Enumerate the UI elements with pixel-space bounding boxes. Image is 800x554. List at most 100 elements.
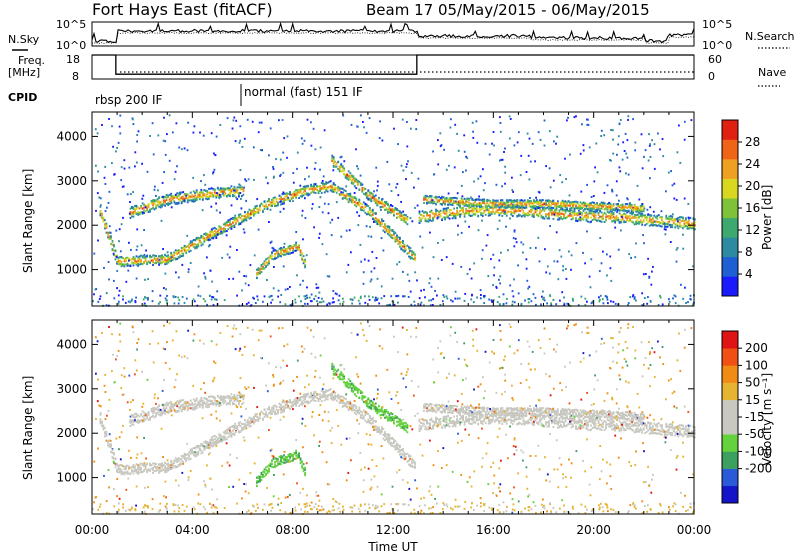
power-cell bbox=[435, 203, 437, 206]
power-cell bbox=[620, 229, 622, 232]
velocity-cell bbox=[119, 467, 121, 470]
power-cell bbox=[135, 213, 138, 215]
power-cell bbox=[111, 240, 114, 243]
power-cell bbox=[648, 218, 651, 220]
power-cell bbox=[332, 190, 335, 193]
power-cell bbox=[273, 266, 275, 268]
power-cell bbox=[186, 249, 189, 252]
power-cell bbox=[358, 204, 361, 207]
power-cell bbox=[110, 235, 112, 238]
power-cell bbox=[582, 216, 585, 219]
power-cell bbox=[167, 257, 170, 260]
power-cell bbox=[399, 241, 401, 244]
power-cell bbox=[556, 260, 559, 263]
velocity-cell bbox=[174, 466, 177, 469]
power-cell bbox=[103, 176, 106, 179]
power-cell bbox=[143, 303, 146, 306]
power-cell bbox=[483, 211, 486, 214]
power-cell bbox=[564, 209, 567, 212]
power-cell bbox=[141, 162, 143, 165]
power-cell bbox=[119, 114, 122, 117]
power-cell bbox=[197, 195, 200, 198]
power-cell bbox=[104, 219, 106, 222]
power-cell bbox=[192, 243, 195, 246]
power-cell bbox=[253, 207, 255, 210]
power-cell bbox=[180, 247, 183, 249]
power-cell bbox=[370, 211, 373, 213]
power-cell bbox=[373, 197, 376, 200]
power-cell bbox=[480, 208, 483, 211]
power-cell bbox=[193, 300, 196, 303]
power-cell bbox=[360, 260, 363, 263]
power-cell bbox=[456, 297, 459, 300]
power-cell bbox=[578, 213, 580, 216]
power-cell bbox=[559, 174, 562, 177]
power-cell bbox=[306, 302, 309, 305]
power-cell bbox=[113, 244, 115, 247]
power-cell bbox=[502, 304, 505, 307]
power-cell bbox=[257, 211, 260, 214]
power-cell bbox=[650, 221, 653, 224]
power-cell bbox=[272, 166, 274, 168]
power-cell bbox=[634, 141, 637, 144]
power-cell bbox=[439, 209, 442, 212]
power-cell bbox=[451, 202, 454, 205]
power-cell bbox=[292, 195, 294, 198]
power-cell bbox=[437, 163, 440, 166]
power-cell bbox=[203, 189, 206, 192]
velocity-cell bbox=[152, 468, 154, 471]
power-cell bbox=[298, 246, 300, 249]
power-cell bbox=[346, 197, 349, 200]
power-cell bbox=[501, 158, 504, 161]
power-cell bbox=[546, 217, 549, 220]
power-cell bbox=[558, 217, 561, 219]
power-cell bbox=[579, 208, 582, 210]
power-cell bbox=[266, 264, 269, 267]
power-cell bbox=[171, 131, 174, 134]
power-cell bbox=[607, 302, 609, 305]
power-cell bbox=[292, 181, 295, 184]
power-cell bbox=[600, 205, 603, 208]
power-cell bbox=[474, 207, 477, 210]
power-cell bbox=[523, 213, 526, 216]
power-cell bbox=[238, 214, 240, 217]
power-cell bbox=[333, 301, 335, 304]
velocity-cell bbox=[149, 462, 151, 465]
power-cell bbox=[569, 153, 571, 156]
power-cell bbox=[397, 236, 400, 239]
power-cell bbox=[675, 248, 678, 251]
power-cell bbox=[630, 212, 633, 215]
power-cell bbox=[290, 246, 293, 249]
power-cell bbox=[243, 186, 245, 189]
power-cell bbox=[326, 187, 329, 190]
power-cell bbox=[207, 191, 210, 194]
power-cell bbox=[541, 295, 543, 298]
velocity-cell bbox=[134, 467, 136, 470]
power-cell bbox=[251, 120, 254, 123]
power-cell bbox=[477, 204, 480, 207]
power-cell bbox=[257, 267, 260, 270]
power-cell bbox=[526, 132, 529, 135]
power-cell bbox=[626, 139, 629, 142]
power-cell bbox=[369, 280, 372, 283]
power-cell bbox=[153, 188, 156, 191]
power-cell bbox=[596, 171, 599, 174]
power-cell bbox=[656, 221, 659, 223]
power-cell bbox=[387, 211, 389, 213]
power-cell bbox=[477, 211, 480, 214]
power-cell bbox=[627, 118, 629, 121]
power-cell bbox=[572, 204, 574, 207]
power-cell bbox=[343, 160, 346, 163]
power-cell bbox=[158, 258, 161, 261]
power-cell bbox=[594, 203, 597, 206]
power-cell bbox=[477, 198, 480, 201]
power-cell bbox=[385, 225, 388, 228]
power-cell bbox=[674, 295, 677, 298]
power-cell bbox=[617, 203, 619, 205]
power-cell bbox=[451, 197, 454, 200]
power-cell bbox=[648, 133, 650, 136]
power-cell bbox=[603, 191, 606, 194]
velocity-cell bbox=[105, 430, 108, 433]
power-cell bbox=[506, 297, 508, 300]
power-cell bbox=[539, 212, 541, 215]
